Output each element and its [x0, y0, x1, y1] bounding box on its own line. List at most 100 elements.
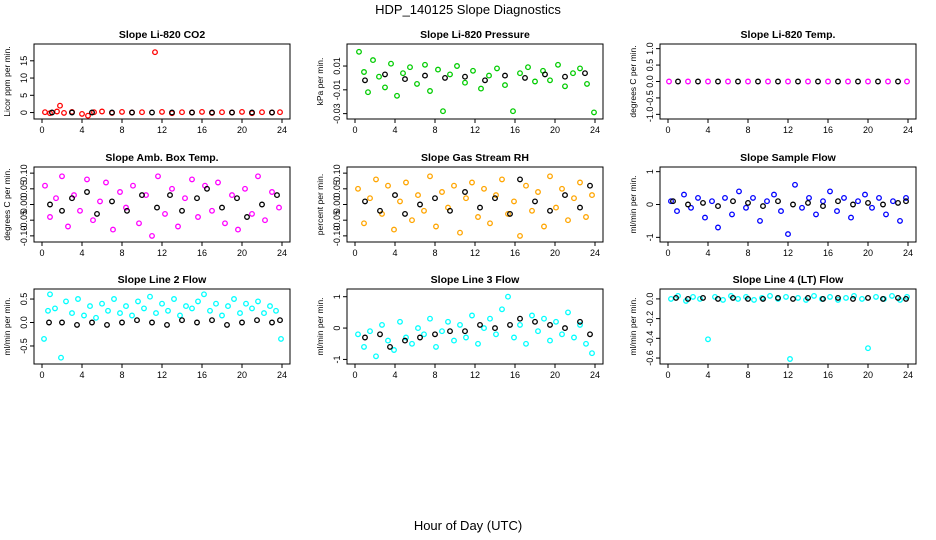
x-tick-label: 8: [432, 248, 437, 258]
data-point: [169, 185, 175, 192]
data-point: [559, 331, 565, 338]
y-tick-label: -0.5: [645, 90, 655, 106]
data-point: [577, 179, 583, 186]
data-point: [377, 331, 383, 338]
data-point: [387, 343, 393, 350]
panel-title: Slope Amb. Box Temp.: [105, 152, 218, 164]
panel: Slope Li-820 Pressure kPa per min. 0 4 8 12 16…: [315, 29, 604, 135]
x-tick-label: 16: [823, 125, 833, 135]
data-point: [397, 198, 403, 205]
y-tick-label: 0.0: [645, 293, 655, 306]
data-point: [697, 295, 703, 302]
x-tick-label: 8: [119, 370, 124, 380]
x-tick-label: 8: [432, 370, 437, 380]
data-point: [487, 315, 493, 322]
x-tick-label: 4: [705, 248, 710, 258]
y-tick-label: -0.5: [19, 338, 29, 354]
data-point: [783, 293, 789, 300]
data-point: [855, 198, 861, 205]
data-point: [555, 61, 561, 68]
data-point: [254, 317, 260, 324]
y-axis-label: degrees C per min.: [2, 168, 12, 240]
series-points: [355, 173, 595, 239]
data-point: [407, 64, 413, 71]
y-axis-label: ml/min per min.: [628, 175, 638, 233]
data-point: [422, 72, 428, 79]
data-point: [159, 108, 165, 115]
data-point: [249, 305, 255, 312]
y-tick-label: -0.10: [19, 226, 29, 247]
data-point: [547, 207, 553, 214]
x-tick-label: 0: [39, 370, 44, 380]
data-point: [668, 295, 674, 302]
x-tick-label: 24: [590, 248, 600, 258]
data-point: [136, 220, 142, 227]
y-tick-label: 0.10: [332, 164, 342, 182]
data-point: [591, 109, 597, 116]
data-point: [577, 321, 583, 328]
data-point: [757, 217, 763, 224]
data-point: [239, 319, 245, 326]
x-tick-label: 8: [119, 248, 124, 258]
data-point: [835, 294, 841, 301]
data-point: [231, 296, 237, 302]
data-point: [469, 312, 475, 319]
y-axis-label: percent per min.: [315, 174, 325, 235]
data-point: [255, 298, 261, 305]
data-point: [523, 340, 529, 347]
data-point: [745, 78, 751, 85]
data-point: [69, 195, 75, 202]
x-tick-label: 8: [432, 125, 437, 135]
series-reference: [47, 185, 280, 220]
series-points: [666, 78, 910, 85]
data-point: [745, 295, 751, 302]
data-point: [195, 298, 201, 305]
data-point: [435, 66, 441, 73]
data-point: [403, 179, 409, 186]
data-point: [562, 83, 568, 90]
data-point: [219, 312, 225, 319]
data-point: [153, 310, 159, 317]
data-point: [523, 182, 529, 189]
y-tick-label: 0: [332, 326, 342, 331]
data-point: [904, 78, 910, 85]
data-point: [477, 204, 483, 211]
y-tick-label: 0.0: [645, 75, 655, 88]
x-tick-label: 4: [79, 125, 84, 135]
data-point: [760, 203, 766, 210]
y-axis-label: kPa per min.: [315, 58, 325, 106]
data-point: [903, 198, 909, 205]
data-point: [493, 331, 499, 338]
data-point: [517, 70, 523, 77]
x-tick-label: 20: [237, 370, 247, 380]
data-point: [269, 319, 275, 326]
y-tick-label: 0.00: [332, 196, 342, 214]
data-point: [532, 78, 538, 85]
data-point: [862, 191, 868, 198]
data-point: [517, 232, 523, 239]
data-point: [189, 109, 195, 116]
data-point: [85, 112, 91, 119]
data-point: [382, 71, 388, 78]
data-point: [57, 102, 63, 109]
x-tick-label: 12: [783, 125, 793, 135]
x-tick-label: 24: [903, 125, 913, 135]
panel: Slope Sample Flow ml/min per min. 0 4 8 12 16 2…: [628, 152, 917, 258]
data-point: [499, 306, 505, 313]
data-point: [224, 321, 230, 328]
data-point: [42, 109, 48, 116]
data-point: [427, 315, 433, 322]
data-point: [895, 78, 901, 85]
data-point: [134, 317, 140, 324]
y-tick-label: 0.05: [332, 180, 342, 198]
data-point: [715, 295, 721, 302]
data-point: [409, 217, 415, 224]
data-point: [587, 182, 593, 189]
data-point: [130, 182, 136, 189]
x-tick-label: 20: [237, 248, 247, 258]
data-point: [152, 49, 158, 56]
data-point: [771, 191, 777, 198]
data-point: [486, 72, 492, 79]
x-tick-label: 24: [590, 370, 600, 380]
x-tick-label: 16: [197, 125, 207, 135]
